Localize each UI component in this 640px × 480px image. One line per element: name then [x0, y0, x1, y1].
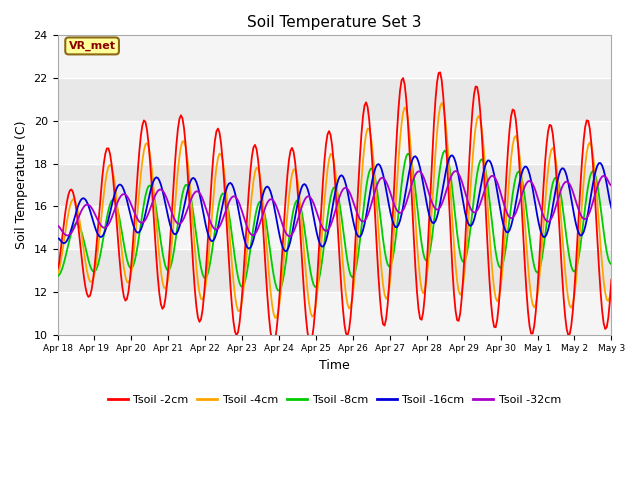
Tsoil -8cm — [237, 284, 245, 289]
Tsoil -32cm — [298, 205, 305, 211]
Tsoil -4cm — [298, 214, 305, 219]
Tsoil -16cm — [237, 221, 245, 227]
Y-axis label: Soil Temperature (C): Soil Temperature (C) — [15, 120, 28, 249]
Tsoil -2cm — [54, 266, 61, 272]
Tsoil -8cm — [275, 288, 282, 293]
Tsoil -32cm — [237, 206, 245, 212]
Tsoil -2cm — [237, 304, 245, 310]
Line: Tsoil -32cm: Tsoil -32cm — [58, 171, 611, 236]
Tsoil -16cm — [580, 229, 588, 235]
Bar — [58, 292, 611, 335]
Bar — [58, 206, 611, 249]
Tsoil -8cm — [580, 217, 588, 223]
Tsoil -4cm — [438, 100, 445, 106]
Tsoil -2cm — [607, 277, 615, 283]
Tsoil -32cm — [607, 183, 615, 189]
Bar — [58, 121, 611, 164]
Tsoil -16cm — [246, 245, 254, 251]
Tsoil -4cm — [237, 303, 245, 309]
Line: Tsoil -4cm: Tsoil -4cm — [58, 103, 611, 318]
Tsoil -32cm — [246, 231, 254, 237]
Text: VR_met: VR_met — [68, 41, 116, 51]
Tsoil -4cm — [607, 284, 615, 289]
Tsoil -8cm — [607, 262, 615, 267]
Tsoil -16cm — [54, 235, 61, 241]
Line: Tsoil -16cm: Tsoil -16cm — [58, 156, 611, 252]
Bar — [58, 36, 611, 78]
Tsoil -2cm — [219, 157, 227, 163]
Tsoil -8cm — [441, 148, 449, 154]
Tsoil -2cm — [269, 341, 277, 347]
Tsoil -32cm — [285, 233, 292, 239]
Title: Soil Temperature Set 3: Soil Temperature Set 3 — [247, 15, 422, 30]
Tsoil -8cm — [298, 207, 305, 213]
Tsoil -4cm — [246, 208, 254, 214]
Tsoil -8cm — [246, 247, 254, 252]
Tsoil -4cm — [271, 315, 279, 321]
Tsoil -2cm — [580, 138, 588, 144]
Tsoil -4cm — [219, 157, 227, 163]
Tsoil -4cm — [580, 180, 588, 185]
Tsoil -32cm — [219, 216, 227, 222]
Tsoil -32cm — [580, 216, 588, 222]
Tsoil -32cm — [54, 223, 61, 228]
Tsoil -32cm — [452, 168, 460, 174]
Tsoil -8cm — [122, 250, 129, 255]
Tsoil -16cm — [122, 192, 129, 197]
Legend: Tsoil -2cm, Tsoil -4cm, Tsoil -8cm, Tsoil -16cm, Tsoil -32cm: Tsoil -2cm, Tsoil -4cm, Tsoil -8cm, Tsoi… — [103, 391, 566, 410]
Line: Tsoil -2cm: Tsoil -2cm — [58, 72, 611, 344]
Tsoil -16cm — [219, 202, 227, 207]
Tsoil -2cm — [298, 245, 305, 251]
Tsoil -16cm — [449, 153, 456, 158]
Tsoil -2cm — [122, 298, 129, 303]
Line: Tsoil -8cm: Tsoil -8cm — [58, 151, 611, 290]
Tsoil -8cm — [54, 274, 61, 279]
Tsoil -16cm — [298, 185, 305, 191]
Tsoil -32cm — [122, 192, 129, 197]
X-axis label: Time: Time — [319, 359, 350, 372]
Tsoil -8cm — [219, 191, 227, 196]
Tsoil -4cm — [54, 271, 61, 276]
Tsoil -16cm — [282, 249, 290, 254]
Tsoil -16cm — [607, 205, 615, 211]
Tsoil -2cm — [246, 168, 254, 174]
Tsoil -2cm — [436, 70, 444, 75]
Tsoil -4cm — [122, 274, 129, 279]
